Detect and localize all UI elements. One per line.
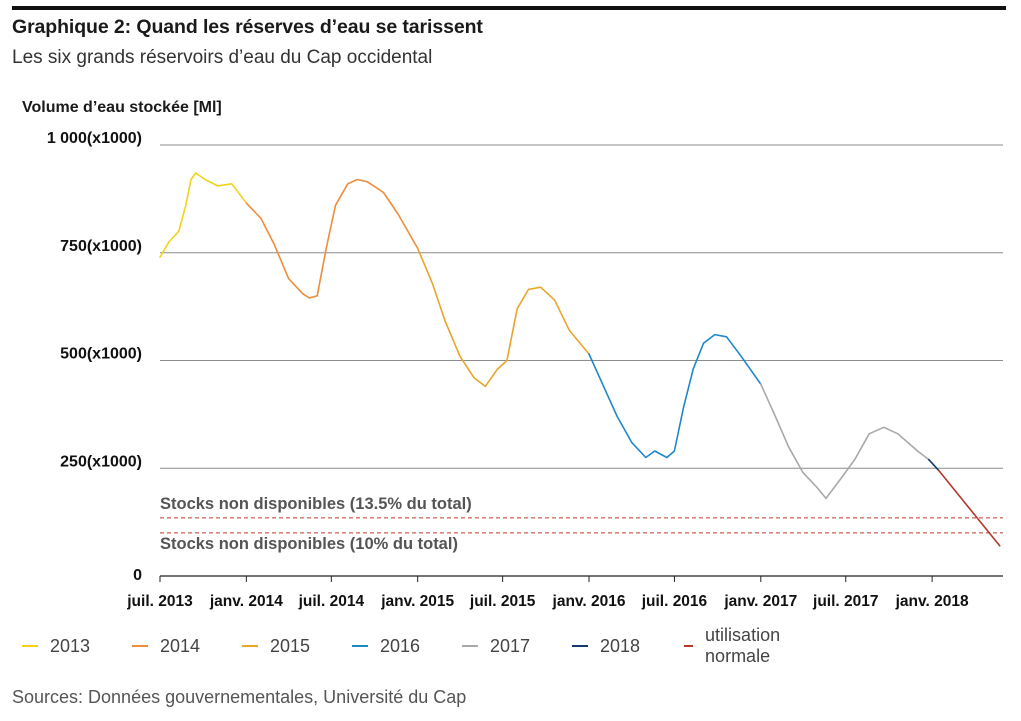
- x-tick-label: janv. 2018: [895, 593, 969, 610]
- gridlines: [160, 144, 1003, 577]
- series-line-2018: [928, 458, 940, 472]
- chart-title: Graphique 2: Quand les réserves d’eau se…: [12, 16, 483, 38]
- x-tick-labels: juil. 2013 janv. 2014 juil. 2014 janv. 2015…: [126, 576, 969, 610]
- reference-lines: Stocks non disponibles (13.5% du total) S…: [160, 495, 1003, 553]
- y-tick-label: 500(x1000): [60, 346, 142, 363]
- x-tick-label: juil. 2016: [641, 593, 708, 610]
- x-tick-label: juil. 2015: [469, 593, 536, 610]
- x-tick-label: janv. 2016: [552, 593, 626, 610]
- reference-label: Stocks non disponibles (10% du total): [160, 535, 458, 553]
- y-tick-labels: 0 250(x1000) 500(x1000) 750(x1000) 1 000(x10…: [47, 130, 142, 584]
- x-tick-label: juil. 2014: [298, 593, 365, 610]
- legend-label: 2018: [600, 635, 641, 656]
- y-tick-label: 0: [133, 567, 142, 584]
- y-tick-label: 250(x1000): [60, 453, 142, 470]
- x-tick-label: juil. 2013: [126, 593, 193, 610]
- legend-item: utilisation normale: [684, 625, 787, 666]
- chart-subtitle: Les six grands réservoirs d’eau du Cap o…: [12, 47, 433, 68]
- legend-label: 2013: [50, 635, 91, 656]
- legend-label: utilisation normale: [705, 625, 781, 666]
- legend-item: 2015: [242, 634, 310, 658]
- series-line-utilisation-normale: [937, 469, 1001, 547]
- legend-swatch: [22, 645, 38, 647]
- series-line-2017: [760, 383, 930, 500]
- legend-item: 2013: [22, 634, 90, 658]
- legend-label: 2017: [490, 635, 531, 656]
- top-rule: [12, 6, 1006, 10]
- series-lines: [159, 172, 1001, 547]
- legend-swatch: [352, 645, 368, 647]
- legend-label: 2014: [160, 635, 201, 656]
- legend-item: 2014: [132, 634, 200, 658]
- legend-swatch: [242, 645, 258, 647]
- y-tick-label: 1 000(x1000): [47, 130, 142, 147]
- x-tick-label: janv. 2017: [723, 593, 797, 610]
- legend-label: 2015: [270, 635, 311, 656]
- source-note: Sources: Données gouvernementales, Unive…: [12, 687, 467, 707]
- legend-swatch: [462, 645, 478, 647]
- legend-item: 2017: [462, 634, 530, 658]
- x-tick-label: juil. 2017: [812, 593, 878, 610]
- series-line-2013: [159, 172, 248, 258]
- x-tick-label: janv. 2015: [380, 593, 454, 610]
- series-line-2016: [588, 333, 762, 459]
- line-chart: Stocks non disponibles (13.5% du total) S…: [47, 130, 1003, 610]
- legend-label: 2016: [380, 635, 421, 656]
- y-tick-label: 750(x1000): [60, 238, 142, 255]
- legend-swatch: [572, 645, 588, 647]
- legend-swatch: [684, 645, 694, 647]
- legend-item: 2016: [352, 634, 420, 658]
- series-line-2015: [416, 247, 590, 388]
- y-axis-label: Volume d’eau stockée [Ml]: [22, 99, 222, 116]
- x-tick-label: janv. 2014: [209, 593, 283, 610]
- legend-item: 2018: [572, 634, 640, 658]
- reference-label: Stocks non disponibles (13.5% du total): [160, 495, 472, 513]
- legend-swatch: [132, 645, 148, 647]
- series-line-2014: [245, 178, 419, 299]
